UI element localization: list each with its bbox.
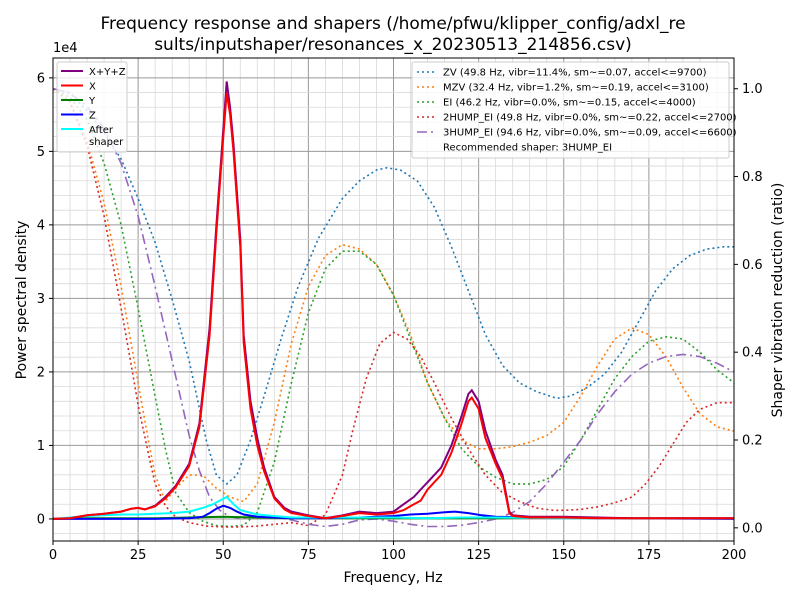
shaper-line-0 <box>52 87 734 485</box>
legend-shaper-label-3: 2HUMP_EI (49.8 Hz, vibr=0.0%, sm~=0.22, … <box>443 113 737 124</box>
x-axis-label: Frequency, Hz <box>343 570 442 586</box>
axis-ticks: 0 25 50 75 100 125 150 175 200 0 1 2 3 4 5 6 0.0 0.2 0.4 0.… <box>37 71 763 563</box>
legend-shaper-label-4: 3HUMP_EI (94.6 Hz, vibr=0.0%, sm~=0.09, … <box>443 128 737 139</box>
psd-line-4 <box>52 495 734 520</box>
psd-curves <box>52 81 735 520</box>
psd-line-0 <box>52 81 734 520</box>
y2-tick-label: 0.4 <box>742 346 763 361</box>
x-tick-label: 0 <box>49 548 57 563</box>
shaper-line-2 <box>52 87 735 528</box>
legend-shapers: ZV (49.8 Hz, vibr=11.4%, sm~=0.07, accel… <box>411 61 737 159</box>
legend-psd-label-1: X <box>89 82 96 93</box>
y-tick-label: 3 <box>37 292 45 307</box>
y-tick-label: 2 <box>37 365 45 380</box>
x-tick-label: 75 <box>300 548 317 563</box>
x-tick-label: 125 <box>466 548 491 563</box>
y-tick-label: 6 <box>37 71 45 86</box>
legend-shaper-label-0: ZV (49.8 Hz, vibr=11.4%, sm~=0.07, accel… <box>443 68 707 79</box>
y2-tick-label: 1.0 <box>742 82 763 97</box>
chart-title-line-2: sults/inputshaper/resonances_x_20230513_… <box>154 35 632 55</box>
y-tick-label: 0 <box>37 512 45 527</box>
legend-psd-label-4: After <box>89 125 114 136</box>
legend-psd-label-0: X+Y+Z <box>89 67 126 78</box>
legend-psd-label-2: Y <box>88 96 96 107</box>
legend-recommended-shaper: Recommended shaper: 3HUMP_EI <box>443 143 612 154</box>
y2-tick-label: 0.0 <box>742 521 763 536</box>
chart-title-line-1: Frequency response and shapers (/home/pf… <box>100 14 685 34</box>
x-tick-label: 25 <box>130 548 147 563</box>
y-axis-offset-label: 1e4 <box>53 41 78 56</box>
psd-line-1 <box>52 92 734 520</box>
legend-psd-label-4: shaper <box>89 137 124 148</box>
legend-psd-label-3: Z <box>89 111 96 122</box>
y-axis-label: Power spectral density <box>14 221 30 380</box>
x-tick-label: 200 <box>722 548 747 563</box>
x-tick-label: 50 <box>215 548 232 563</box>
x-tick-label: 100 <box>381 548 406 563</box>
y2-tick-label: 0.6 <box>742 258 763 273</box>
legend-shaper-label-2: EI (46.2 Hz, vibr=0.0%, sm~=0.15, accel<… <box>443 98 696 109</box>
y2-tick-label: 0.8 <box>742 170 763 185</box>
legend-shaper-label-1: MZV (32.4 Hz, vibr=1.2%, sm~=0.19, accel… <box>443 83 709 94</box>
y-tick-label: 1 <box>37 439 45 454</box>
x-tick-label: 175 <box>636 548 661 563</box>
y-tick-label: 5 <box>37 145 45 160</box>
y-tick-label: 4 <box>37 218 45 233</box>
y2-axis-label: Shaper vibration reduction (ratio) <box>770 183 786 418</box>
y2-tick-label: 0.2 <box>742 434 763 449</box>
legend-shapers-box <box>411 61 730 159</box>
shaper-line-1 <box>52 88 735 504</box>
shaper-line-3 <box>52 88 734 528</box>
x-tick-label: 150 <box>551 548 576 563</box>
